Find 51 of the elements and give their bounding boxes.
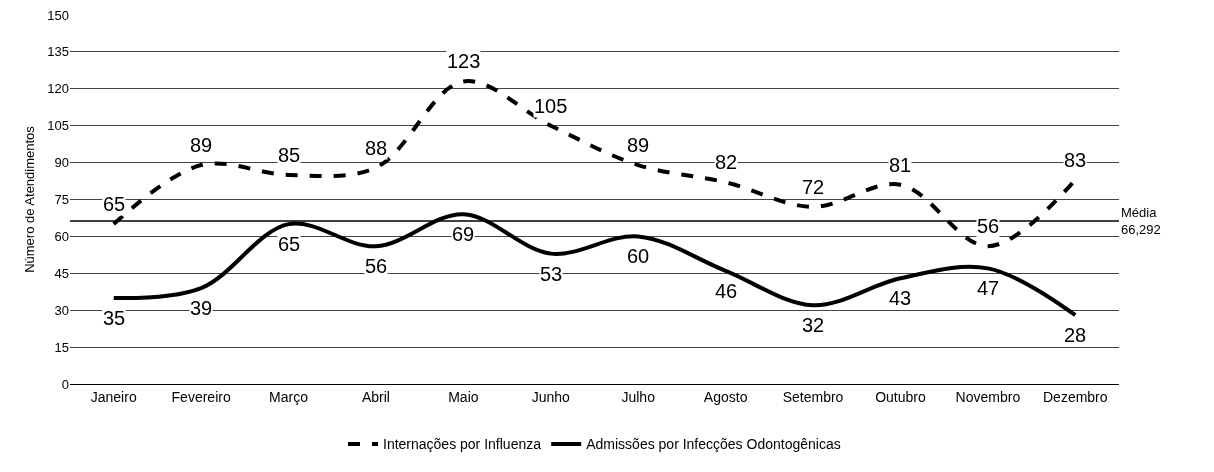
x-tick-label: Outubro: [875, 388, 926, 405]
y-axis-title: Número de Atendimentos: [22, 125, 37, 273]
x-tick-label: Abril: [361, 388, 390, 405]
x-tick-label: Janeiro: [90, 388, 137, 405]
data-label: 65: [103, 193, 126, 215]
legend-label: Internações por Influenza: [383, 436, 542, 453]
x-tick-label: Setembro: [782, 388, 844, 405]
data-label: 28: [1064, 324, 1087, 346]
y-tick-label: 105: [47, 118, 69, 134]
x-tick-label: Julho: [621, 388, 656, 405]
data-label: 47: [977, 277, 1000, 299]
data-label: 46: [715, 280, 738, 302]
x-tick-label: Agosto: [703, 388, 748, 405]
data-label: 39: [190, 297, 213, 319]
y-tick-label: 120: [47, 81, 69, 97]
data-label: 65: [278, 233, 301, 255]
x-tick-label: Novembro: [955, 388, 1021, 405]
data-label: 89: [627, 134, 650, 156]
y-tick-label: 90: [54, 155, 69, 171]
x-tick-label: Fevereiro: [171, 388, 231, 405]
y-tick-label: 75: [54, 192, 69, 208]
data-label: 35: [103, 307, 126, 329]
data-label: 81: [889, 154, 912, 176]
data-label: 89: [190, 134, 213, 156]
data-label: 123: [447, 50, 481, 72]
data-label: 56: [977, 215, 1000, 237]
y-tick-label: 15: [54, 339, 69, 355]
y-tick-label: 0: [61, 376, 69, 392]
x-tick-label: Março: [269, 388, 309, 405]
data-label: 85: [278, 144, 301, 166]
y-tick-label: 60: [54, 228, 69, 244]
y-tick-label: 135: [47, 44, 69, 60]
data-label: 105: [534, 95, 568, 117]
data-label: 60: [627, 245, 650, 267]
data-label: 69: [452, 223, 475, 245]
data-label: 53: [540, 263, 563, 285]
data-label: 43: [889, 287, 912, 309]
data-label: 82: [715, 151, 738, 173]
data-label: 88: [365, 137, 388, 159]
x-tick-label: Junho: [531, 388, 571, 405]
ref-line-label: Média 66,292: [1121, 205, 1161, 237]
legend-label: Admissões por Infecções Odontogênicas: [586, 436, 841, 453]
data-label: 83: [1064, 149, 1087, 171]
data-label: 56: [365, 255, 388, 277]
y-tick-label: 150: [47, 7, 69, 23]
y-tick-label: 30: [54, 302, 69, 318]
x-tick-label: Dezembro: [1042, 388, 1108, 405]
data-label: 72: [802, 176, 825, 198]
y-tick-label: 45: [54, 265, 69, 281]
data-label: 32: [802, 314, 825, 336]
x-tick-label: Maio: [448, 388, 479, 405]
